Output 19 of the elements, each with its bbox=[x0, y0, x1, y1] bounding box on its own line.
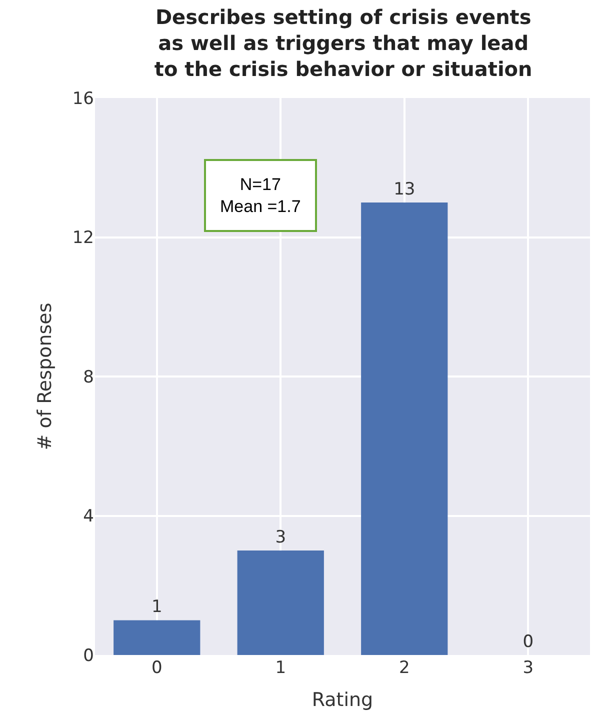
data-label: 13 bbox=[394, 179, 416, 200]
y-tick-label: 4 bbox=[83, 506, 94, 527]
bar bbox=[361, 202, 448, 655]
data-label: 0 bbox=[522, 632, 534, 652]
y-tick-label: 12 bbox=[72, 228, 94, 248]
bar bbox=[114, 620, 200, 655]
x-tick-label: 3 bbox=[522, 658, 534, 678]
x-tick-label: 0 bbox=[151, 658, 162, 678]
data-label: 3 bbox=[275, 528, 286, 548]
data-label: 1 bbox=[151, 597, 162, 618]
y-tick-label: 8 bbox=[83, 367, 94, 388]
x-axis-title: Rating bbox=[312, 688, 374, 711]
x-tick-label: 2 bbox=[398, 658, 410, 678]
y-axis-title: # of Responses bbox=[34, 302, 56, 450]
y-tick-label: 16 bbox=[72, 88, 94, 109]
x-tick-label: 1 bbox=[275, 658, 286, 678]
bar bbox=[237, 550, 324, 655]
chart-title: Describes setting of crisis events as well as triggers that may lead to the crisis behavior or situation bbox=[154, 5, 532, 81]
annotation: N=17 Mean =1.7 bbox=[220, 175, 301, 216]
